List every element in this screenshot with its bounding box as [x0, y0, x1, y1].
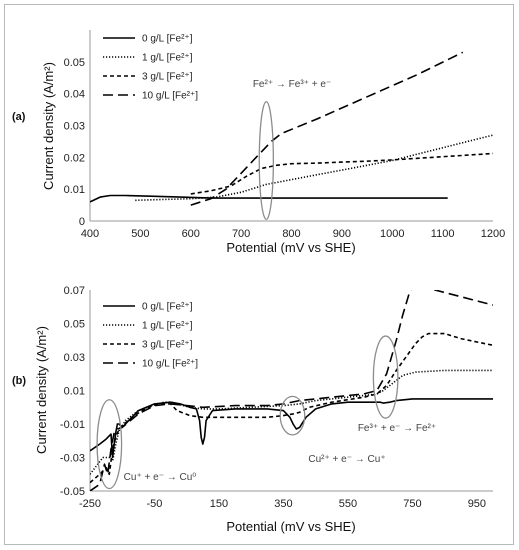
- y-tick-label: 0.03: [64, 121, 85, 133]
- x-tick-labels: 400 500 600 700 800 900 1000 1100 1200: [81, 228, 505, 240]
- x-tick-label: 1200: [481, 228, 505, 240]
- y-tick-labels: -0.05 -0.03 -0.01 0.01 0.03 0.05 0.07: [60, 285, 85, 498]
- legend-entry: 1 g/L [Fe²⁺]: [142, 53, 193, 64]
- legend-entry: 3 g/L [Fe²⁺]: [142, 72, 193, 83]
- annotation-label: Cu⁺ + e⁻ → Cu⁰: [124, 472, 197, 483]
- y-tick-label: -0.03: [60, 453, 85, 465]
- x-tick-label: -50: [147, 498, 163, 510]
- legend-entry: 10 g/L [Fe²⁺]: [142, 359, 198, 370]
- panel-label-a: (a): [12, 111, 26, 123]
- legend-entry: 10 g/L [Fe²⁺]: [142, 91, 198, 102]
- y-tick-label: 0.01: [64, 184, 85, 196]
- x-tick-label: 350: [274, 498, 292, 510]
- series-line: [90, 194, 448, 203]
- annotation-ellipse: [96, 399, 123, 490]
- legend-entry: 3 g/L [Fe²⁺]: [142, 340, 193, 351]
- legend: 0 g/L [Fe²⁺] 1 g/L [Fe²⁺] 3 g/L [Fe²⁺] 10 g…: [103, 302, 198, 370]
- x-tick-label: 750: [403, 498, 421, 510]
- y-tick-label: 0.01: [64, 386, 85, 398]
- legend-entry: 0 g/L [Fe²⁺]: [142, 34, 193, 45]
- y-tick-label: 0.05: [64, 57, 85, 69]
- series-line: [90, 398, 493, 459]
- annotation-label: Fe²⁺ → Fe³⁺ + e⁻: [253, 79, 331, 90]
- panel-label-b: (b): [12, 375, 26, 387]
- series-line: [90, 332, 493, 484]
- x-tick-labels: -250 -50 150 350 550 750 950: [79, 498, 486, 510]
- annotation-group: Cu⁺ + e⁻ → Cu⁰ Cu²⁺ + e⁻ → Cu⁺ Fe³⁺ + e⁻ →…: [96, 335, 436, 490]
- y-axis-label: Current density (A/m²): [41, 62, 56, 190]
- y-tick-label: 0.04: [64, 89, 85, 101]
- x-tick-label: 600: [182, 228, 200, 240]
- annotation-group: Fe²⁺ → Fe³⁺ + e⁻: [253, 79, 331, 221]
- y-tick-label: 0.05: [64, 319, 85, 331]
- series-group: [90, 51, 493, 206]
- x-tick-label: 500: [131, 228, 149, 240]
- chart-panel-a: 400 500 600 700 800 900 1000 1100 1200 0 0.01 0.02…: [12, 30, 505, 255]
- legend-entry: 1 g/L [Fe²⁺]: [142, 321, 193, 332]
- y-tick-label: 0.02: [64, 152, 85, 164]
- y-tick-label: -0.05: [60, 486, 85, 498]
- chart-panel-b: -250 -50 150 350 550 750 950 -0.05 -0.03 -0.01 0.…: [12, 285, 493, 534]
- series-line: [190, 51, 464, 206]
- annotation-label: Cu²⁺ + e⁻ → Cu⁺: [308, 454, 385, 465]
- x-axis-label: Potential (mV vs SHE): [226, 519, 355, 534]
- annotation-ellipse: [258, 100, 275, 221]
- series-line: [135, 134, 493, 202]
- annotation-ellipse: [279, 395, 306, 436]
- x-tick-label: 700: [232, 228, 250, 240]
- y-axis-label: Current density (A/m²): [34, 326, 49, 454]
- series-line: [90, 369, 493, 475]
- series-line: [90, 290, 493, 491]
- x-tick-label: 1100: [431, 228, 455, 240]
- series-group: [90, 290, 493, 491]
- annotation-label: Fe³⁺ + e⁻ → Fe²⁺: [358, 423, 436, 434]
- annotation-ellipse: [372, 335, 399, 419]
- series-line: [190, 152, 493, 195]
- y-tick-label: 0: [79, 216, 85, 228]
- x-axis-label: Potential (mV vs SHE): [226, 240, 355, 255]
- x-tick-label: 950: [468, 498, 486, 510]
- y-tick-label: -0.01: [60, 419, 85, 431]
- figure-frame: [4, 4, 514, 545]
- y-tick-label: 0.03: [64, 352, 85, 364]
- x-tick-label: 900: [333, 228, 351, 240]
- x-tick-label: 550: [339, 498, 357, 510]
- x-tick-label: 1000: [380, 228, 404, 240]
- legend-entry: 0 g/L [Fe²⁺]: [142, 302, 193, 313]
- x-tick-label: 800: [282, 228, 300, 240]
- y-tick-label: 0.07: [64, 285, 85, 297]
- x-tick-label: -250: [79, 498, 101, 510]
- legend: 0 g/L [Fe²⁺] 1 g/L [Fe²⁺] 3 g/L [Fe²⁺] 10 g…: [103, 34, 198, 102]
- x-tick-label: 150: [210, 498, 228, 510]
- y-tick-labels: 0 0.01 0.02 0.03 0.04 0.05: [64, 57, 85, 228]
- x-tick-label: 400: [81, 228, 99, 240]
